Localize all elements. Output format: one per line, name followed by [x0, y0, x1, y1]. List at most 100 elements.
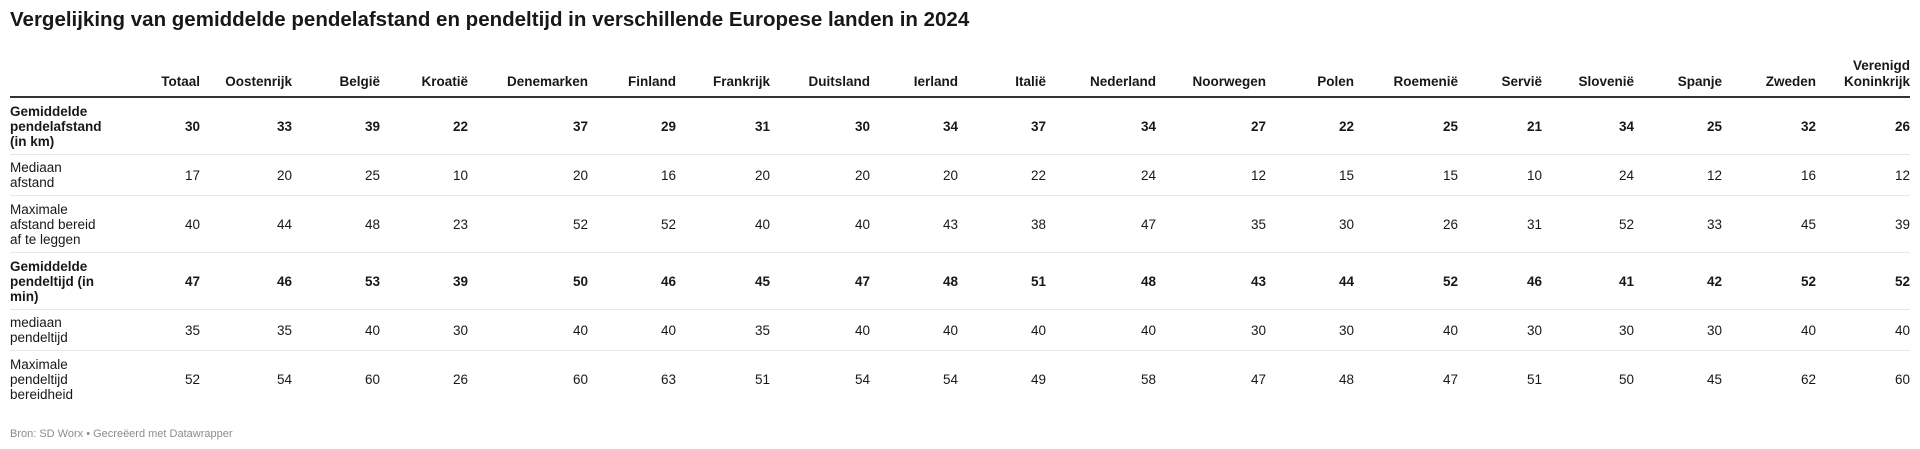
table-cell: 37	[468, 97, 588, 155]
table-cell: 26	[1354, 195, 1458, 253]
table-cell: 30	[1156, 309, 1266, 351]
table-cell: 60	[1894, 371, 1910, 387]
table-cell: 39	[292, 97, 380, 155]
table-cell: 20	[770, 154, 870, 196]
row-label: Gemiddelde pendelafstand (in km)	[10, 97, 110, 155]
table-cell: 48	[1338, 371, 1354, 387]
table-cell: 48	[870, 252, 958, 310]
table-cell: 30	[110, 97, 200, 155]
table-row: Maximale pendeltijd bereidheid 52 54 60 26 60…	[10, 351, 1910, 408]
table-cell: 30	[380, 309, 468, 351]
table-cell: 15	[1354, 154, 1458, 196]
table-cell: 42	[1634, 252, 1722, 310]
table-cell: 24	[1046, 154, 1156, 196]
table-cell: 30	[1634, 309, 1722, 351]
table-cell: 20	[870, 154, 958, 196]
table-cell: 51	[754, 371, 770, 387]
table-cell: 40	[676, 195, 770, 253]
table-cell: 20	[676, 154, 770, 196]
table-cell: 52	[1816, 252, 1910, 310]
column-header: Totaal	[110, 58, 200, 98]
table-cell: 35	[110, 309, 200, 351]
table-cell: 40	[292, 309, 380, 351]
table-cell: 54	[276, 371, 292, 387]
table-cell: 24	[1542, 154, 1634, 196]
source-footer: Bron: SD Worx • Gecreëerd met Datawrappe…	[10, 428, 233, 440]
table-cell: 10	[380, 154, 468, 196]
table-cell: 30	[1266, 309, 1354, 351]
table-cell: 10	[1458, 154, 1542, 196]
table-cell: 46	[588, 252, 676, 310]
table-cell: 47	[770, 252, 870, 310]
table-cell: 37	[958, 97, 1046, 155]
table-cell: 40	[958, 309, 1046, 351]
table-cell: 30	[770, 97, 870, 155]
table-cell: 54	[942, 371, 958, 387]
table-cell: 52	[468, 195, 588, 253]
table-cell: 25	[1354, 97, 1458, 155]
table-cell: 45	[1706, 371, 1722, 387]
column-header: Italië	[958, 58, 1046, 98]
table-cell: 40	[588, 309, 676, 351]
row-label: Gemiddelde pendeltijd (in min)	[10, 252, 110, 310]
column-header: Zweden	[1722, 58, 1816, 98]
table-cell: 52	[184, 371, 200, 387]
table-cell: 52	[1722, 252, 1816, 310]
column-header: Kroatië	[380, 58, 468, 98]
table-cell: 45	[676, 252, 770, 310]
table-cell: 60	[364, 371, 380, 387]
row-label: Maximale pendeltijd bereidheid	[10, 356, 74, 402]
column-header: Spanje	[1634, 58, 1722, 98]
table-cell: 30	[1458, 309, 1542, 351]
table-cell: 40	[770, 309, 870, 351]
table-cell: 12	[1816, 154, 1910, 196]
table-cell: 35	[200, 309, 292, 351]
table-cell: 16	[1722, 154, 1816, 196]
table-cell: 40	[1046, 309, 1156, 351]
table-cell: 15	[1266, 154, 1354, 196]
table-cell: 39	[1816, 195, 1910, 253]
chart-title: Vergelijking van gemiddelde pendelafstan…	[10, 8, 970, 31]
column-header: Roemenië	[1354, 58, 1458, 98]
table-cell: 49	[1030, 371, 1046, 387]
column-header: Frankrijk	[676, 58, 770, 98]
column-header: Polen	[1266, 58, 1354, 98]
data-table: Totaal Oostenrijk België Kroatië Denemarken F…	[10, 58, 1910, 407]
table-cell: 51	[1526, 371, 1542, 387]
table-cell: 21	[1458, 97, 1542, 155]
table-cell: 22	[380, 97, 468, 155]
table-row: Gemiddelde pendelafstand (in km) 30 33 39 22…	[10, 97, 1910, 155]
column-header: Finland	[588, 58, 676, 98]
table-cell: 34	[1542, 97, 1634, 155]
table-cell: 46	[200, 252, 292, 310]
table-cell: 47	[1046, 195, 1156, 253]
table-cell: 50	[468, 252, 588, 310]
table-cell: 47	[1250, 371, 1266, 387]
table-row: Gemiddelde pendeltijd (in min) 47 46 53 39 50…	[10, 252, 1910, 310]
table-cell: 31	[1458, 195, 1542, 253]
table-cell: 35	[1156, 195, 1266, 253]
table-cell: 53	[292, 252, 380, 310]
table-cell: 25	[1634, 97, 1722, 155]
table-cell: 16	[588, 154, 676, 196]
table-cell: 20	[468, 154, 588, 196]
table-cell: 32	[1722, 97, 1816, 155]
table-cell: 60	[572, 371, 588, 387]
table-cell: 31	[676, 97, 770, 155]
table-cell: 30	[1542, 309, 1634, 351]
table-cell: 40	[870, 309, 958, 351]
table-cell: 54	[854, 371, 870, 387]
table-cell: 33	[1634, 195, 1722, 253]
table-cell: 29	[588, 97, 676, 155]
table-cell: 48	[1046, 252, 1156, 310]
table-cell: 34	[1046, 97, 1156, 155]
table-cell: 27	[1156, 97, 1266, 155]
table-cell: 30	[1266, 195, 1354, 253]
column-header: Servië	[1458, 58, 1542, 98]
column-header: Denemarken	[468, 58, 588, 98]
table-cell: 52	[1354, 252, 1458, 310]
table-cell: 40	[1816, 309, 1910, 351]
table-row: mediaan pendeltijd 35 35 40 30 40 40 35 40 40 40 40…	[10, 309, 1910, 351]
table-cell: 40	[1722, 309, 1816, 351]
